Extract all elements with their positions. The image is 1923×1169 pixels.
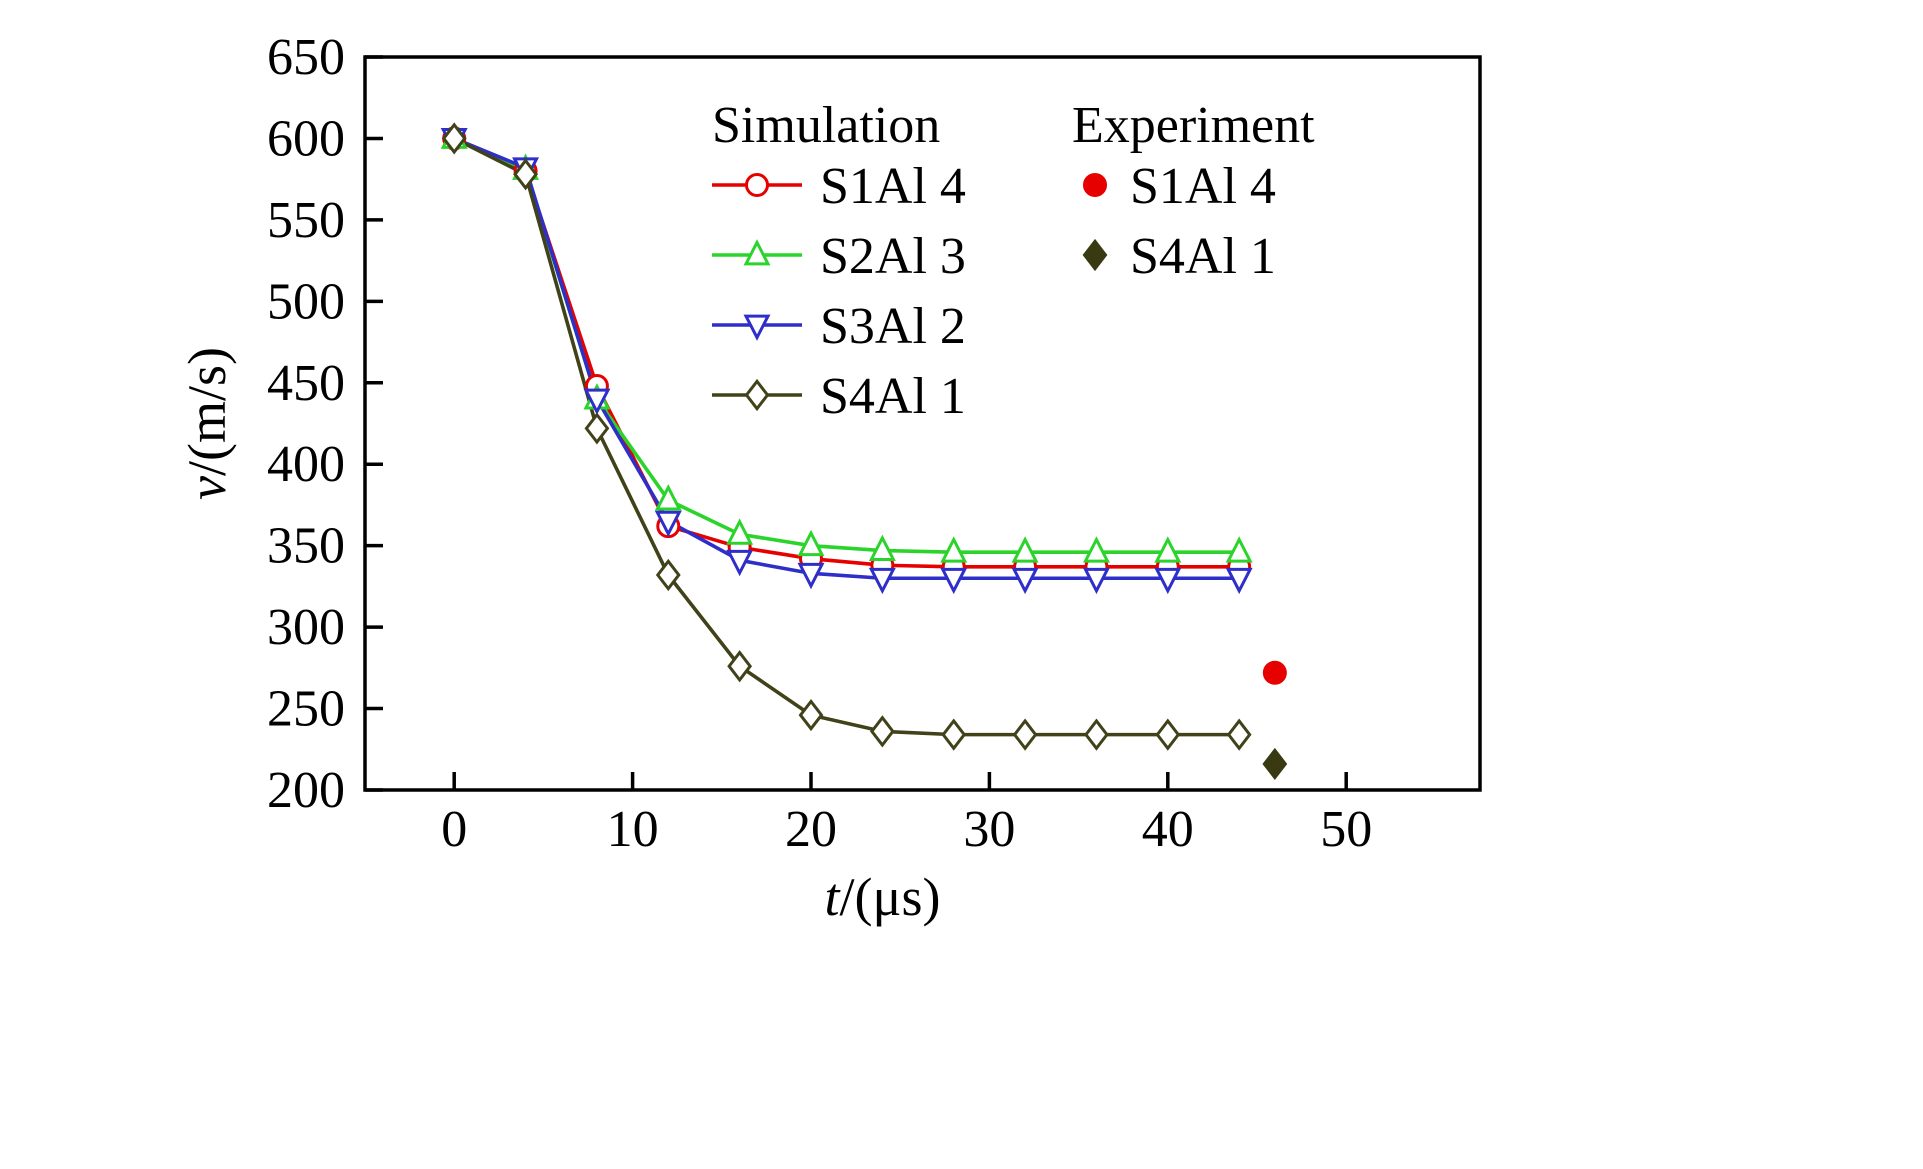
y-tick-label: 350 <box>267 518 345 575</box>
x-tick-label: 50 <box>1320 801 1372 858</box>
legend-item-sim-s3al-2: S3Al 2 <box>712 298 966 355</box>
y-tick-label: 400 <box>267 436 345 493</box>
legend-item-exp-s4al-1: S4Al 1 <box>1082 228 1276 285</box>
legend-label: S1Al 4 <box>820 158 966 215</box>
series-lines <box>440 122 1253 751</box>
x-axis-title: t/(μs) <box>825 867 941 927</box>
axes <box>363 55 1482 792</box>
y-tick-label: 200 <box>267 762 345 819</box>
x-tick-label: 30 <box>963 801 1015 858</box>
y-tick-label: 300 <box>267 599 345 656</box>
x-tick-label: 0 <box>441 801 467 858</box>
y-tick-label: 450 <box>267 355 345 412</box>
legend-label: S1Al 4 <box>1130 158 1276 215</box>
legend-label: S4Al 1 <box>820 368 966 425</box>
series-line-s3al-2 <box>453 136 1240 581</box>
x-axis: 0 10 20 30 40 50 <box>441 772 1372 858</box>
experiment-points <box>1262 660 1288 781</box>
y-tick-label: 600 <box>267 110 345 167</box>
y-tick-label: 550 <box>267 192 345 249</box>
x-tick-label: 10 <box>607 801 659 858</box>
legend-item-sim-s4al-1: S4Al 1 <box>712 368 966 425</box>
y-axis-title: v/(m/s) <box>177 347 237 500</box>
legend-item-sim-s2al-3: S2Al 3 <box>712 228 966 285</box>
legend-title-simulation: Simulation <box>712 97 940 154</box>
legend-item-exp-s1al-4: S1Al 4 <box>1083 158 1276 215</box>
x-tick-label: 20 <box>785 801 837 858</box>
legend-title-experiment: Experiment <box>1072 97 1315 154</box>
y-axis: 200 250 300 350 400 450 500 550 600 650 <box>267 29 383 819</box>
y-tick-label: 250 <box>267 681 345 738</box>
legend-item-sim-s1al-4: S1Al 4 <box>712 158 966 215</box>
legend-label: S3Al 2 <box>820 298 966 355</box>
series-markers-s4al-1 <box>441 122 1252 751</box>
y-tick-label: 650 <box>267 29 345 86</box>
y-tick-label: 500 <box>267 273 345 330</box>
x-tick-label: 40 <box>1142 801 1194 858</box>
legend-label: S2Al 3 <box>820 228 966 285</box>
legend-label: S4Al 1 <box>1130 228 1276 285</box>
